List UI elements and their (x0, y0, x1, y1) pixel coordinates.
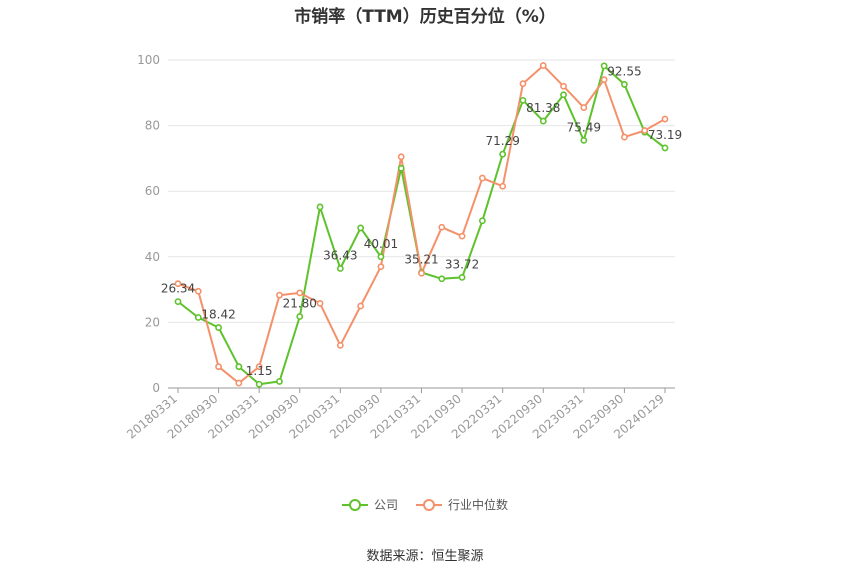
data-label: 35.21 (404, 253, 438, 267)
series-0-point (215, 324, 222, 331)
series-0-point (255, 380, 263, 388)
series-1-point (255, 363, 263, 371)
legend-label: 行业中位数 (448, 498, 509, 512)
series-0-point (296, 313, 304, 320)
series-1-point (621, 133, 628, 141)
series-1-point (438, 223, 446, 231)
series-1-point (276, 291, 283, 299)
data-label: 92.55 (607, 64, 641, 78)
series-1-point (174, 280, 182, 288)
series-1-point (235, 379, 243, 387)
series-0-point (499, 150, 507, 158)
series-1-point (580, 104, 588, 111)
series-0-point (478, 217, 486, 225)
series-1-point (215, 363, 222, 371)
series-0-point (600, 62, 608, 70)
legend-item-company[interactable]: 公司 (341, 496, 398, 513)
data-label: 81.38 (526, 101, 560, 115)
y-tick-label: 0 (152, 381, 160, 395)
series-line-0 (177, 64, 666, 386)
y-tick-label: 40 (145, 250, 160, 264)
data-label: 71.29 (485, 134, 519, 148)
series-0-point (560, 91, 567, 99)
legend: 公司 行业中位数 (0, 496, 850, 513)
series-1-point (519, 80, 527, 88)
series-lines (174, 62, 669, 388)
series-0-point (580, 136, 588, 144)
series-1-point (539, 62, 547, 69)
series-1-point (600, 76, 608, 84)
data-label: 73.19 (648, 128, 682, 142)
series-1-point (478, 174, 486, 182)
data-label: 18.42 (201, 308, 235, 322)
series-1-point (499, 182, 507, 190)
series-1-point (316, 299, 324, 307)
legend-line-marker-icon (341, 498, 368, 512)
series-0-point (438, 275, 446, 283)
series-1-point (641, 127, 649, 134)
series-1-point (296, 289, 304, 297)
y-tick-label: 60 (145, 184, 160, 198)
series-0-point (174, 298, 182, 306)
series-0-point (397, 164, 405, 172)
series-0-point (458, 273, 466, 281)
series-0-point (276, 378, 283, 385)
series-0-point (194, 314, 202, 321)
series-0-point (539, 117, 547, 125)
legend-label: 公司 (373, 498, 398, 512)
series-1-point (458, 232, 466, 240)
series-0-point (235, 363, 243, 371)
data-label: 33.72 (445, 257, 479, 271)
series-1-point (336, 341, 344, 349)
series-1-point (418, 269, 425, 277)
legend-item-industry-median[interactable]: 行业中位数 (416, 496, 508, 513)
data-label: 1.15 (246, 364, 273, 378)
y-tick-label: 20 (145, 315, 160, 329)
series-1-point (661, 115, 669, 123)
y-tick-label: 80 (145, 119, 160, 133)
data-source-note: 数据来源：恒生聚源 (366, 549, 484, 564)
series-1-point (377, 263, 385, 271)
series-0-point (621, 81, 628, 88)
series-1-point (357, 302, 365, 310)
series-0-point (316, 203, 324, 211)
series-0-point (336, 265, 344, 272)
series-1-point (560, 82, 567, 90)
data-label: 26.34 (161, 282, 195, 296)
data-labels: 26.34 18.42 1.15 21.80 36.43 40.01 35.21 33.72 7… (161, 64, 682, 378)
series-0-point (357, 224, 365, 232)
data-label: 21.80 (283, 296, 317, 310)
legend-line-marker-icon (416, 498, 442, 512)
data-label: 40.01 (364, 237, 398, 251)
y-tick-label: 100 (137, 53, 160, 67)
series-1-point (397, 153, 405, 161)
series-1-point (194, 287, 202, 295)
grid-lines (168, 59, 675, 323)
series-0-point (519, 96, 527, 104)
series-0-point (661, 144, 669, 152)
chart-title: 市销率（TTM）历史百分位（%） (294, 7, 556, 27)
series-0-point (377, 253, 385, 261)
data-label: 36.43 (323, 249, 357, 263)
data-label: 75.49 (567, 120, 601, 134)
